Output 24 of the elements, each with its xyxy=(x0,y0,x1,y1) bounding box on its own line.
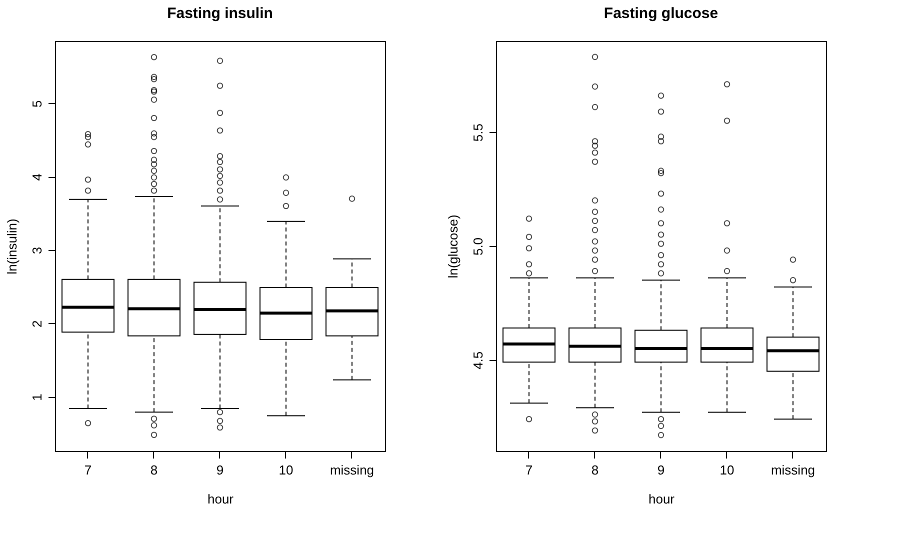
y-tick-label: 5.5 xyxy=(470,124,486,142)
chart-title: Fasting glucose xyxy=(604,5,718,22)
x-tick-label: 7 xyxy=(525,462,533,478)
y-tick-label: 4 xyxy=(30,174,44,181)
x-tick-label: 10 xyxy=(278,462,294,478)
y-tick-label: 2 xyxy=(30,320,44,328)
x-axis-title: hour xyxy=(207,492,234,506)
x-tick-label: 9 xyxy=(216,462,224,478)
x-axis-title: hour xyxy=(648,492,676,506)
x-tick-label: 8 xyxy=(591,462,599,478)
y-tick-label: 1 xyxy=(30,394,44,401)
x-tick-label: 9 xyxy=(657,462,665,478)
y-tick-label: 5.0 xyxy=(470,237,486,256)
y-axis-title: ln(insulin) xyxy=(4,218,20,274)
y-tick-label: 5 xyxy=(30,100,44,108)
chart-title: Fasting insulin xyxy=(167,5,273,22)
x-tick-label: 7 xyxy=(84,462,92,478)
x-tick-label: 10 xyxy=(720,462,734,478)
y-tick-label: 4.5 xyxy=(470,351,486,370)
y-axis-title: ln(glucose) xyxy=(446,214,460,278)
x-tick-label: missing xyxy=(330,462,374,478)
y-tick-label: 3 xyxy=(30,246,44,254)
x-tick-label: missing xyxy=(770,462,816,478)
x-tick-label: 8 xyxy=(150,462,158,478)
